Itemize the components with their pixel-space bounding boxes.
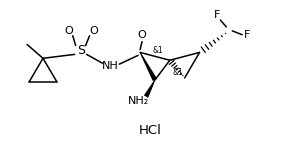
Text: NH: NH xyxy=(102,61,119,71)
Text: F: F xyxy=(244,30,250,40)
Polygon shape xyxy=(140,52,157,81)
Text: &1: &1 xyxy=(173,67,184,77)
Text: &1: &1 xyxy=(153,46,164,55)
Text: HCl: HCl xyxy=(138,124,161,137)
Polygon shape xyxy=(144,80,155,98)
Text: NH₂: NH₂ xyxy=(128,96,149,106)
Text: O: O xyxy=(89,26,98,36)
Text: S: S xyxy=(77,44,85,57)
Text: F: F xyxy=(214,10,221,20)
Text: O: O xyxy=(138,30,147,40)
Text: O: O xyxy=(64,26,73,36)
